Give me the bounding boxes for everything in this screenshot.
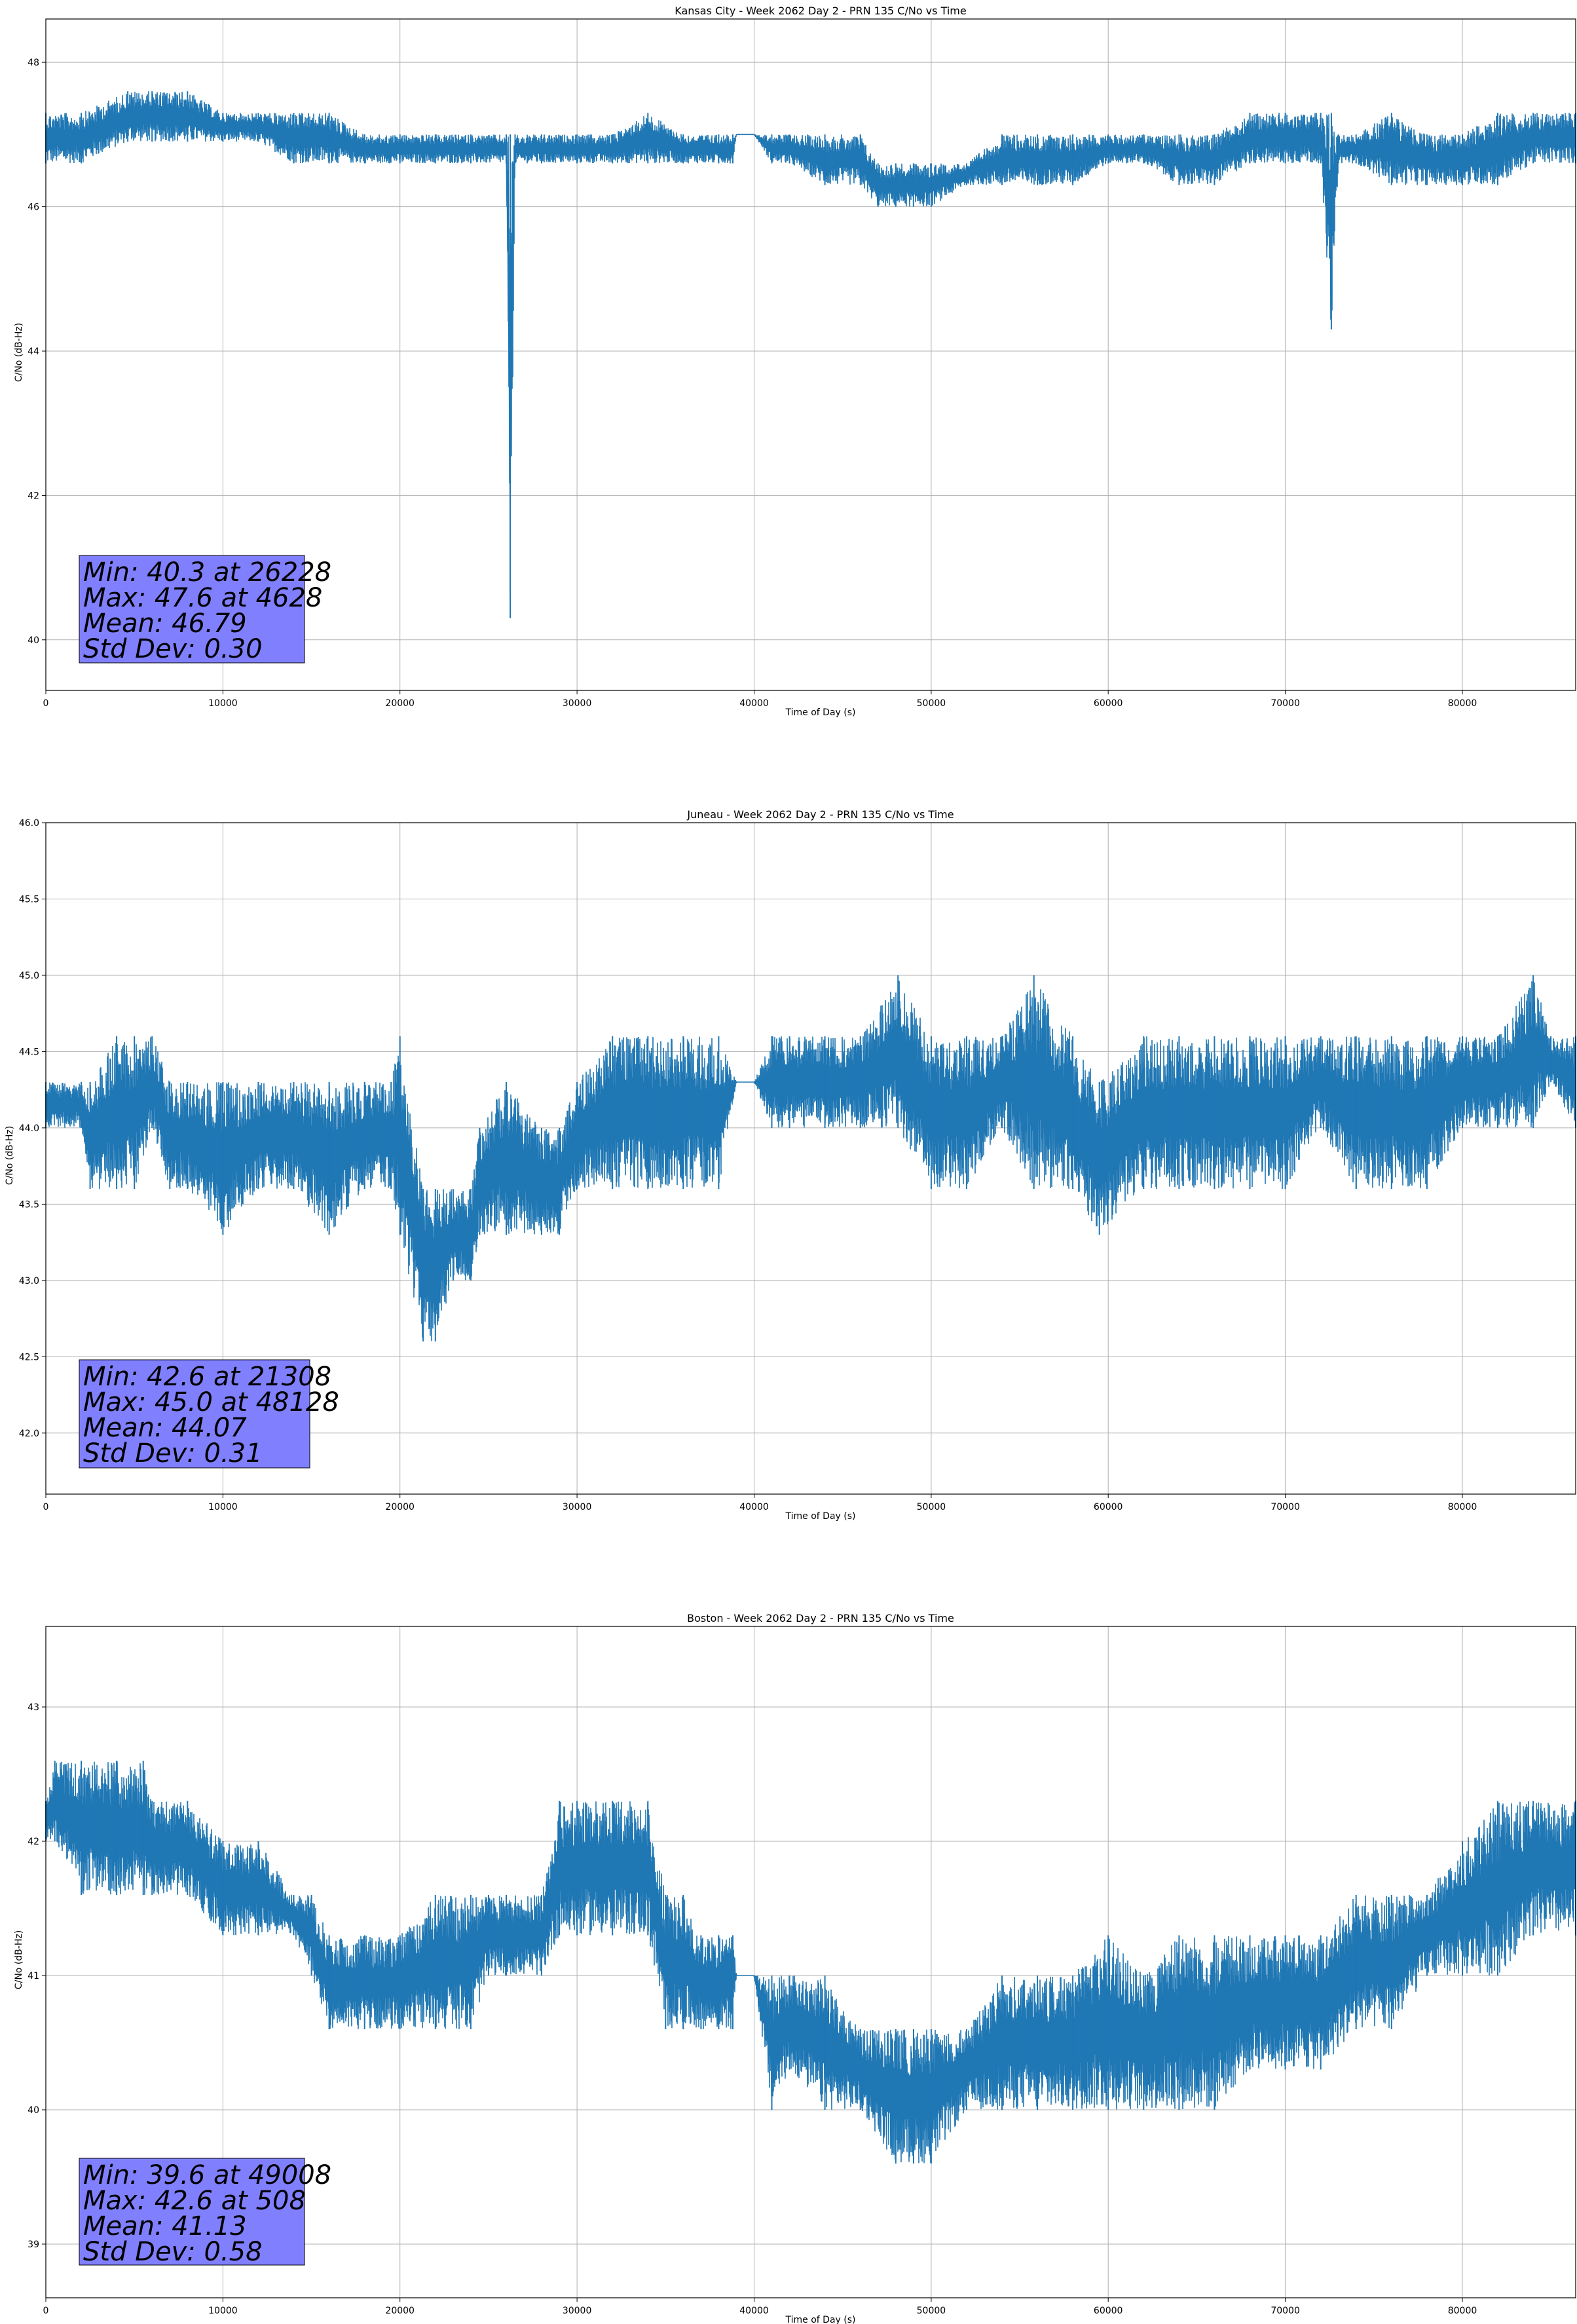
- stats-max: Max: 45.0 at 48128: [83, 1387, 339, 1417]
- x-tick-label: 0: [43, 2306, 49, 2316]
- x-tick-label: 10000: [208, 698, 238, 709]
- y-tick-label: 46.0: [19, 818, 39, 829]
- y-axis-label: C/No (dB-Hz): [5, 1126, 15, 1185]
- stats-max: Max: 47.6 at 4628: [83, 583, 322, 613]
- y-tick-label: 46: [28, 202, 39, 213]
- plot-area-kansas-city: 0 10000 20000 30000 40000 50000 60000 70000 8000…: [28, 18, 1576, 709]
- cno-series-line: [45, 91, 1576, 597]
- y-tick-label: 42: [28, 1837, 39, 1847]
- stats-mean: Mean: 41.13: [83, 2211, 247, 2241]
- stats-box-background: [79, 1359, 310, 1469]
- x-tick-label: 0: [43, 1502, 49, 1512]
- stats-box: Min: 39.6 at 49008 Max: 42.6 at 508 Mean…: [79, 2158, 331, 2267]
- x-tick-label: 80000: [1448, 2306, 1477, 2316]
- y-tick-label: 43.0: [19, 1276, 39, 1286]
- x-tick-label: 50000: [917, 698, 946, 709]
- subplot-juneau: Juneau - Week 2062 Day 2 - PRN 135 C/No …: [5, 808, 1576, 1522]
- y-axis-label: C/No (dB-Hz): [14, 1930, 24, 1989]
- stats-max: Max: 42.6 at 508: [83, 2186, 306, 2216]
- x-tick-label: 0: [43, 698, 49, 709]
- y-tick-label: 45.0: [19, 971, 39, 981]
- x-tick-label: 60000: [1094, 2306, 1123, 2316]
- y-tick-label: 43: [28, 1702, 39, 1713]
- x-tick-label: 70000: [1271, 1502, 1300, 1512]
- x-tick-label: 60000: [1094, 1502, 1123, 1512]
- axes-frame: [45, 1626, 1576, 2298]
- x-axis-label: Time of Day (s): [785, 1511, 856, 1522]
- x-tick-label: 30000: [563, 1502, 592, 1512]
- x-axis-label: Time of Day (s): [785, 2315, 856, 2324]
- x-tick-label: 40000: [739, 2306, 769, 2316]
- x-tick-label: 60000: [1094, 698, 1123, 709]
- y-tick-label: 45.5: [19, 895, 39, 905]
- stats-box-background: [79, 2158, 305, 2266]
- x-tick-label: 10000: [208, 2306, 238, 2316]
- y-axis-label: C/No (dB-Hz): [14, 323, 24, 382]
- x-tick-label: 40000: [739, 698, 769, 709]
- y-tick-label: 44: [28, 347, 39, 357]
- y-tick-label: 40: [28, 635, 39, 646]
- cno-series-line: [45, 1761, 1576, 2164]
- x-tick-label: 80000: [1448, 698, 1477, 709]
- y-tick-label: 44.5: [19, 1047, 39, 1057]
- x-tick-label: 50000: [917, 1502, 946, 1512]
- y-tick-label: 41: [28, 1971, 39, 1981]
- stats-min: Min: 40.3 at 26228: [83, 557, 331, 588]
- x-tick-label: 70000: [1271, 698, 1300, 709]
- chart-title: Juneau - Week 2062 Day 2 - PRN 135 C/No …: [686, 808, 954, 821]
- stats-std-dev: Std Dev: 0.58: [83, 2237, 263, 2267]
- stats-std-dev: Std Dev: 0.31: [83, 1438, 263, 1469]
- stats-box: Min: 42.6 at 21308 Max: 45.0 at 48128 Me…: [79, 1359, 339, 1469]
- subplot-boston: Boston - Week 2062 Day 2 - PRN 135 C/No …: [14, 1612, 1576, 2324]
- x-tick-label: 50000: [917, 2306, 946, 2316]
- chart-title: Boston - Week 2062 Day 2 - PRN 135 C/No …: [687, 1612, 954, 1624]
- y-tick-label: 44.0: [19, 1123, 39, 1134]
- y-tick-label: 48: [28, 58, 39, 68]
- stats-std-dev: Std Dev: 0.30: [83, 634, 263, 664]
- y-tick-label: 43.5: [19, 1199, 39, 1210]
- x-tick-label: 20000: [385, 698, 415, 709]
- x-tick-label: 80000: [1448, 1502, 1477, 1512]
- axes-frame: [45, 822, 1576, 1495]
- x-tick-label: 30000: [563, 698, 592, 709]
- x-tick-label: 20000: [385, 2306, 415, 2316]
- stats-mean: Mean: 44.07: [83, 1413, 247, 1443]
- chart-title: Kansas City - Week 2062 Day 2 - PRN 135 …: [675, 5, 966, 17]
- x-tick-label: 40000: [739, 1502, 769, 1512]
- subplot-kansas-city: Kansas City - Week 2062 Day 2 - PRN 135 …: [14, 5, 1576, 718]
- cno-series-line: [45, 981, 1576, 1341]
- x-tick-label: 10000: [208, 1502, 238, 1512]
- plot-area-boston: 0 10000 20000 30000 40000 50000 60000 70000 8000…: [28, 1626, 1576, 2316]
- stats-mean: Mean: 46.79: [83, 609, 247, 639]
- stats-box-background: [79, 555, 305, 664]
- stats-box: Min: 40.3 at 26228 Max: 47.6 at 4628 Mea…: [79, 555, 331, 664]
- y-tick-label: 42.0: [19, 1429, 39, 1439]
- x-axis-label: Time of Day (s): [785, 707, 856, 718]
- y-tick-label: 40: [28, 2105, 39, 2116]
- y-tick-label: 39: [28, 2240, 39, 2250]
- x-tick-label: 30000: [563, 2306, 592, 2316]
- stats-min: Min: 39.6 at 49008: [83, 2160, 331, 2190]
- plot-area-juneau: 0 10000 20000 30000 40000 50000 60000 70000 8000…: [19, 818, 1576, 1512]
- x-tick-label: 70000: [1271, 2306, 1300, 2316]
- axes-frame: [45, 18, 1576, 691]
- y-tick-label: 42.5: [19, 1352, 39, 1362]
- y-tick-label: 42: [28, 491, 39, 501]
- x-tick-label: 20000: [385, 1502, 415, 1512]
- stats-min: Min: 42.6 at 21308: [83, 1362, 331, 1392]
